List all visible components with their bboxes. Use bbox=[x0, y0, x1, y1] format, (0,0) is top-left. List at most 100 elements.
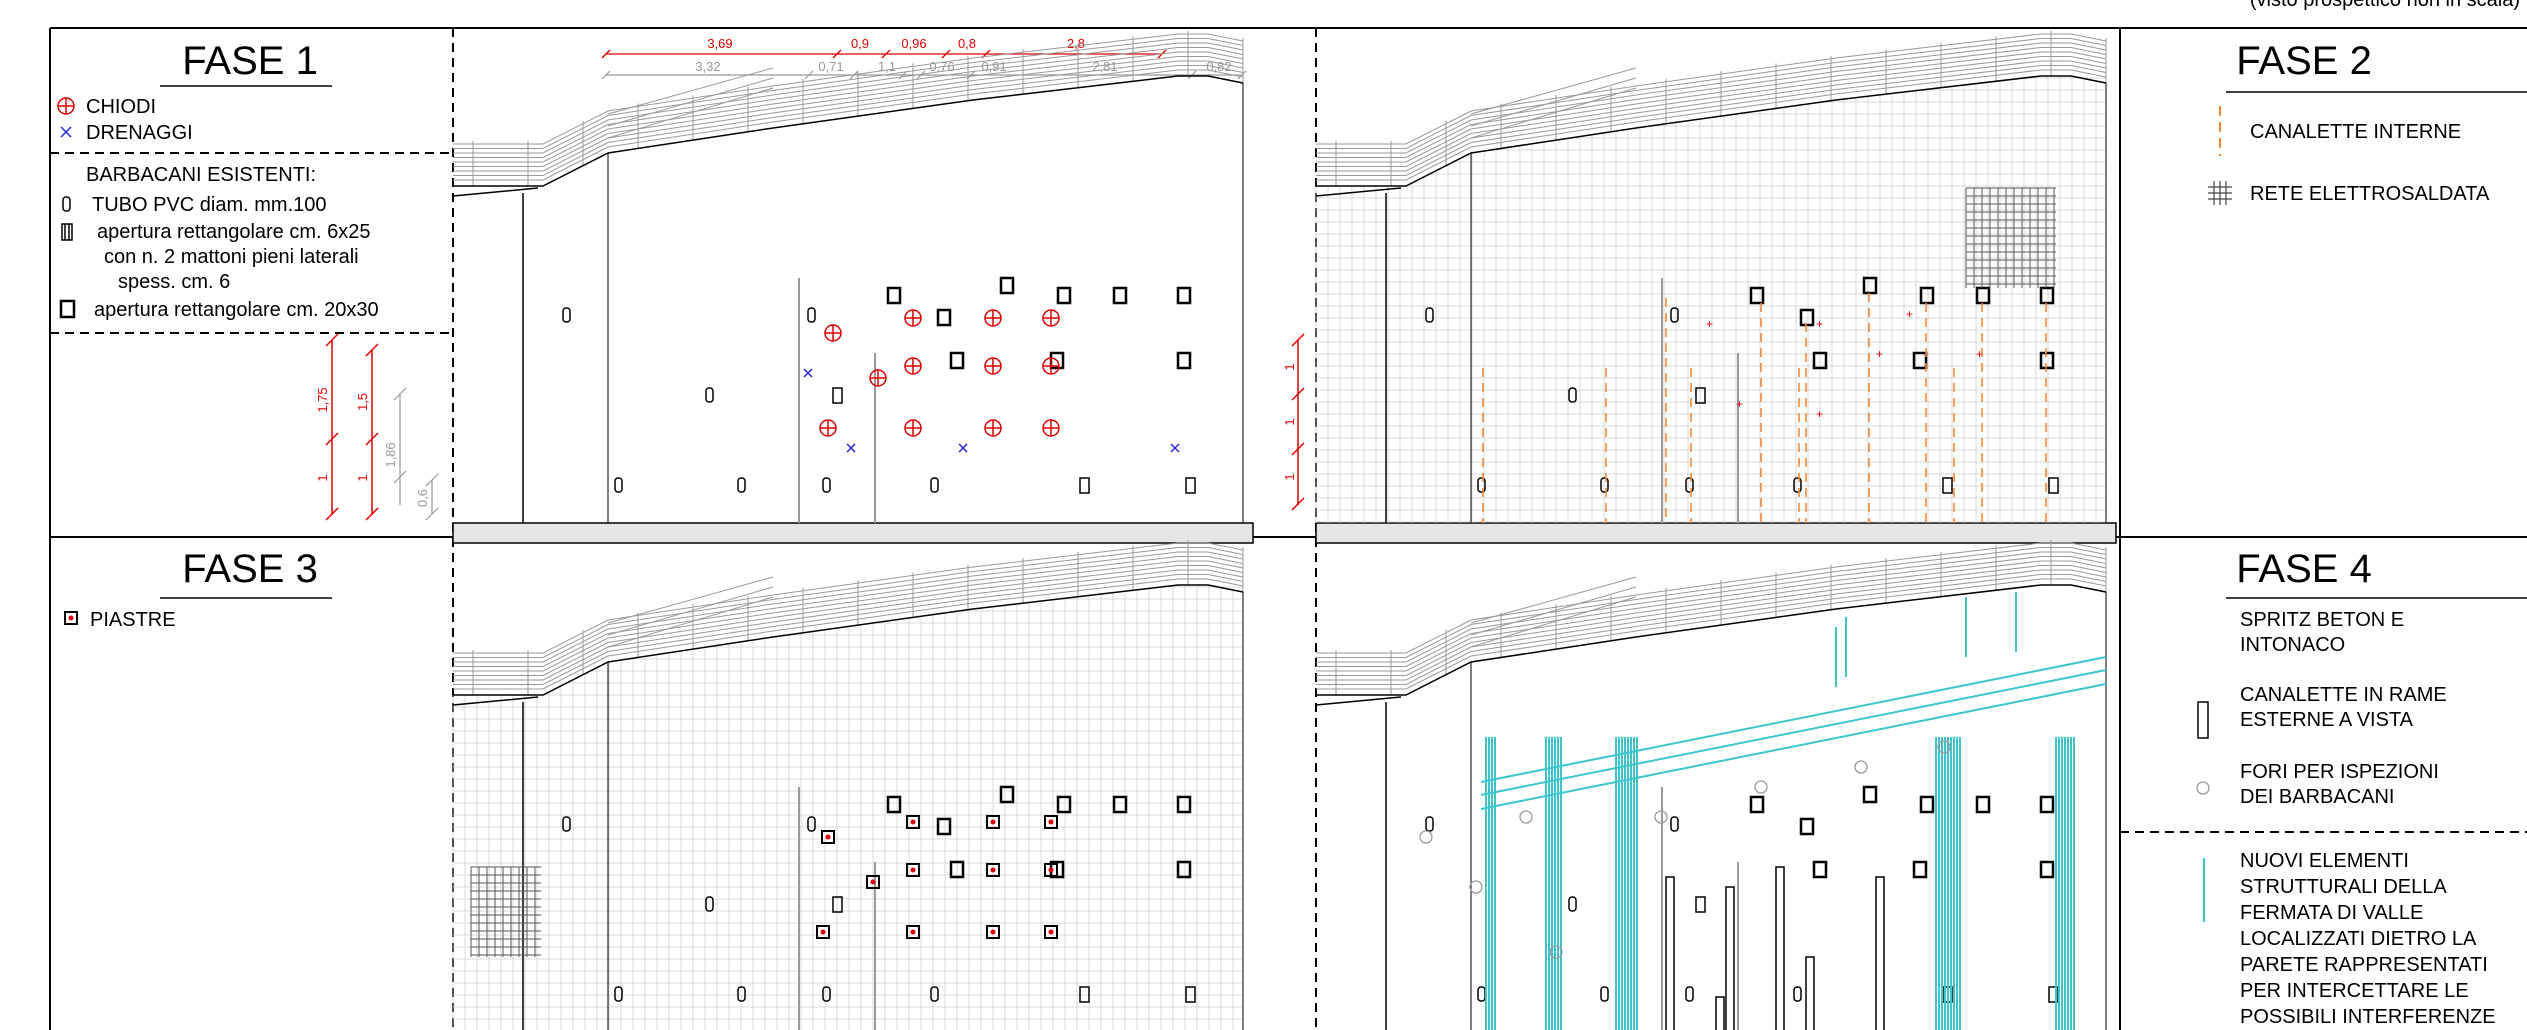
fase3-title: FASE 3 bbox=[182, 547, 318, 591]
barbacane-6x25 bbox=[1185, 477, 1196, 494]
legend-piastre: PIASTRE bbox=[90, 609, 176, 631]
railing-rail bbox=[1316, 551, 2107, 663]
railing-rail bbox=[453, 560, 1244, 672]
piastra-icon bbox=[906, 815, 920, 829]
barbacane-tubo bbox=[1477, 477, 1486, 493]
barbacane-apertura bbox=[1975, 795, 1991, 814]
dim-top-grey-6: 0,82 bbox=[1206, 59, 1231, 74]
barbacane-apertura bbox=[2039, 351, 2055, 370]
barbacane-tubo bbox=[822, 477, 831, 493]
barbacane-tubo bbox=[705, 896, 714, 912]
fase2-title: FASE 2 bbox=[2236, 39, 2372, 83]
chiodo-mark: + bbox=[1976, 347, 1983, 361]
barbacane-tubo bbox=[1670, 307, 1679, 323]
barbacane-tubo bbox=[930, 477, 939, 493]
railing-rail bbox=[453, 65, 1244, 176]
ground-strip bbox=[1315, 522, 2117, 544]
beam bbox=[1480, 683, 2107, 810]
railing-rail bbox=[1316, 69, 2107, 181]
barbacane-tubo bbox=[822, 986, 831, 1002]
barbacane-apertura bbox=[1112, 286, 1128, 305]
drenaggio-icon bbox=[846, 443, 856, 453]
piastra-icon bbox=[866, 875, 880, 889]
chiodo-mark: + bbox=[1706, 317, 1713, 331]
canaletta-rame bbox=[1775, 866, 1785, 1030]
deck-line bbox=[1315, 696, 1402, 706]
railing-rail bbox=[453, 51, 1244, 163]
fase3-wall-elevation bbox=[452, 540, 1244, 1030]
dim-top-red-0: 3,69 bbox=[707, 36, 732, 51]
legend-spritz-l2: INTONACO bbox=[2240, 634, 2345, 656]
canaletta-rame bbox=[1875, 876, 1885, 1030]
canaletta-rame bbox=[1725, 886, 1735, 1030]
railing-rail bbox=[453, 69, 1244, 181]
barbacane-6x25 bbox=[1079, 986, 1090, 1003]
deck-line bbox=[1315, 187, 1402, 197]
dim-top-grey-2: 1,1 bbox=[878, 59, 896, 74]
barbacane-tubo bbox=[737, 477, 746, 493]
piastra-legend-icon bbox=[64, 611, 78, 625]
legend-nuovi-l5: PARETE RAPPRESENTATI bbox=[2240, 954, 2488, 976]
barbacane-6x25 bbox=[832, 387, 843, 404]
ground-strip bbox=[452, 522, 1254, 544]
header-note: (visto prospettico non in scala) bbox=[2250, 0, 2520, 11]
dim-top-red-2: 0,96 bbox=[901, 36, 926, 51]
rete-patch bbox=[1965, 187, 2056, 288]
railing-rail bbox=[453, 569, 1244, 681]
foro-ispezione bbox=[1549, 945, 1563, 959]
legend-tubo-pvc: TUBO PVC diam. mm.100 bbox=[92, 194, 327, 216]
railing-rail bbox=[453, 56, 1244, 167]
piastra-dot bbox=[990, 929, 996, 935]
barbacane-apertura bbox=[2039, 286, 2055, 305]
rete-patch bbox=[470, 866, 541, 957]
railing-rail bbox=[1316, 47, 2107, 158]
chiodo-mark: + bbox=[1816, 317, 1823, 331]
chiodo-icon bbox=[1042, 309, 1060, 327]
barbacane-tubo bbox=[1793, 477, 1802, 493]
barbacane-apertura bbox=[1056, 286, 1072, 305]
barbacane-tubo bbox=[1425, 307, 1434, 323]
dim-left-red-1b: 1 bbox=[315, 474, 330, 481]
barbacane-tubo bbox=[807, 816, 816, 832]
dim-top-grey-1: 0,71 bbox=[818, 59, 843, 74]
barbacane-apertura bbox=[1176, 351, 1192, 370]
barbacane-apertura bbox=[936, 308, 952, 327]
dim-top-red-1: 0,9 bbox=[851, 36, 869, 51]
deck-line bbox=[452, 696, 539, 706]
barbacane-apertura bbox=[1862, 276, 1878, 295]
piastra-dot bbox=[870, 879, 876, 885]
barbacane-tubo bbox=[1685, 986, 1694, 1002]
railing-rail bbox=[453, 42, 1244, 154]
legend-nuovi-l1: NUOVI ELEMENTI bbox=[2240, 850, 2409, 872]
legend-rame-l1: CANALETTE IN RAME bbox=[2240, 684, 2447, 706]
dim-top-red-4: 2,8 bbox=[1067, 36, 1085, 51]
railing-rail bbox=[453, 556, 1244, 667]
fase3-legend: FASE 3 PIASTRE bbox=[64, 547, 332, 631]
railing-rail bbox=[453, 574, 1244, 685]
piastra-dot bbox=[1048, 819, 1054, 825]
barbacane-6x25 bbox=[1079, 477, 1090, 494]
railing bbox=[1316, 540, 2107, 695]
barbacane-apertura bbox=[1112, 795, 1128, 814]
dim-left-red-2b: 1 bbox=[355, 474, 370, 481]
piastra-dot bbox=[910, 867, 916, 873]
chiodo-mark: + bbox=[1876, 347, 1883, 361]
wall-top-outline bbox=[1316, 75, 2107, 187]
chiodo-mark: + bbox=[1906, 307, 1913, 321]
railing-rail bbox=[1316, 33, 2107, 145]
rete-legend-icon bbox=[2208, 181, 2232, 205]
barbacane-apertura bbox=[936, 817, 952, 836]
beam bbox=[1480, 669, 2107, 796]
piastra-dot bbox=[825, 834, 831, 840]
piastra-icon bbox=[986, 815, 1000, 829]
dim-top-red-3: 0,8 bbox=[958, 36, 976, 51]
barbacane-apertura bbox=[1912, 351, 1928, 370]
foro-legend-icon bbox=[2196, 781, 2210, 795]
barbacane-apertura bbox=[999, 785, 1015, 804]
barbacane-tubo bbox=[562, 816, 571, 832]
barbacane-tubo bbox=[614, 477, 623, 493]
piastra-icon bbox=[1044, 925, 1058, 939]
sheet-frame bbox=[49, 27, 2527, 1030]
barbacane-tubo bbox=[562, 307, 571, 323]
